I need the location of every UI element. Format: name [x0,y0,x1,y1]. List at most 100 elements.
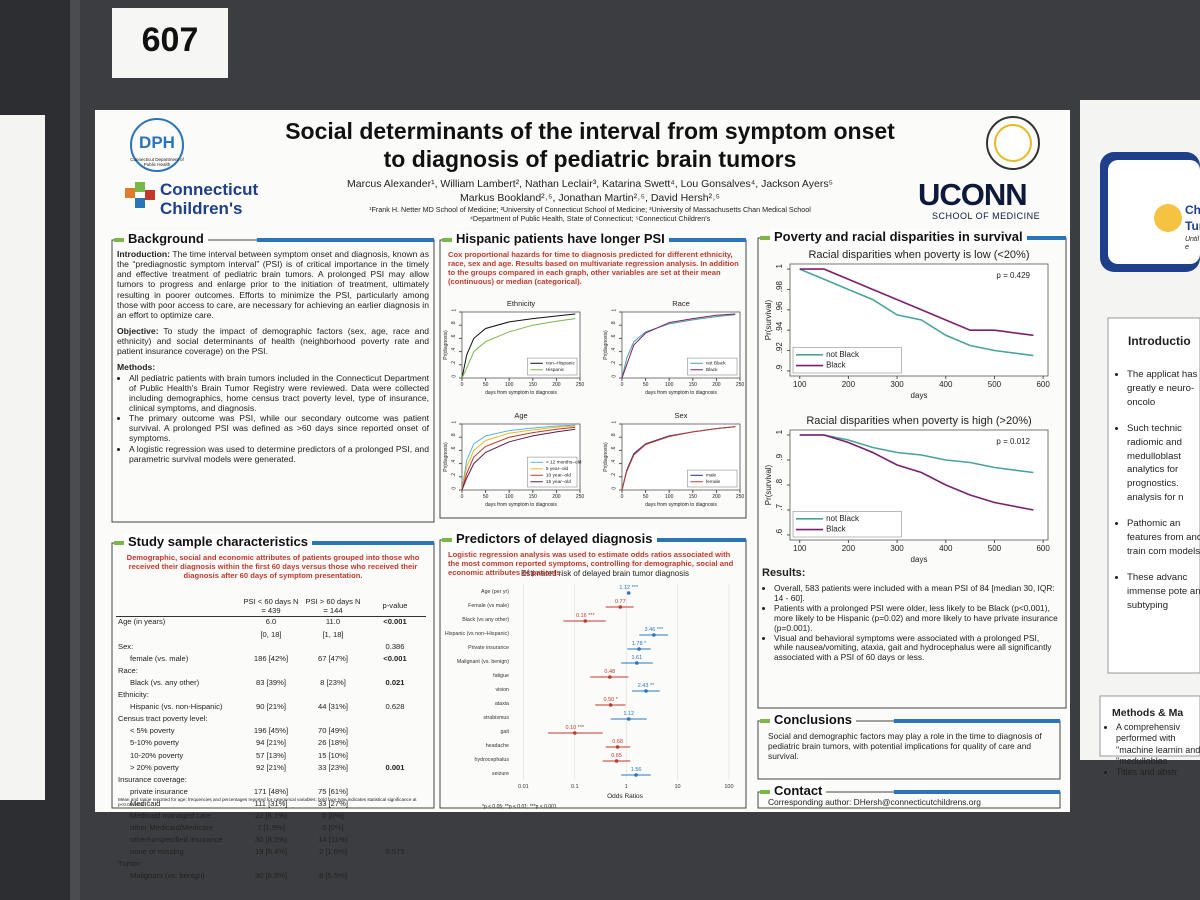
table-cell [240,689,302,701]
value-label: 0.77 [615,599,626,605]
authors: Marcus Alexander¹, William Lambert², Nat… [347,178,833,190]
heading-accent [760,719,770,723]
result-item: Visual and behavioral symptoms were asso… [774,633,1058,664]
y-tick-label: .6 [451,446,457,450]
table-cell: 0.001 [385,762,405,772]
legend-label: 5 year–old [546,466,569,472]
table-row: Race: [116,665,426,677]
neighbor-intro-item: Such technic radiomic and medulloblast a… [1127,422,1200,505]
y-tick-label: .92 [775,342,784,354]
y-tick-label: .4 [611,460,617,464]
section-heading: Study sample characteristics [124,534,312,549]
table-row: 5-10% poverty 94 [21%] 26 [18%] [116,738,426,750]
neighbor-intro-item: The applicat has greatly e neuro-oncolo [1127,368,1200,410]
legend-box [792,511,902,538]
result-item: Overall, 583 patients were included with… [774,583,1058,604]
ccmc-logo: Connecticut [160,180,259,199]
paragraph: Objective: To study the impact of demogr… [117,326,429,356]
ccmc-logo-square [125,188,135,198]
x-tick-label: 200 [842,544,856,553]
y-tick-label: .2 [451,361,457,365]
legend-label: Black [706,367,718,373]
table-cell: Insurance coverage: [118,774,187,784]
category-label: fatigue [493,673,509,679]
chart-title: Age [514,411,527,420]
category-label: gait [500,729,509,735]
board-number: 607 [141,21,199,59]
value-label: 0.48 [604,669,615,675]
value-label: 2.43 ** [638,683,655,689]
x-tick-label: 100 [665,382,674,388]
table-cell [364,835,426,847]
chart-title: Race [672,299,690,308]
table-cell: [1, 18] [322,629,344,639]
uconn-logo-sub: SCHOOL OF MEDICINE [932,211,1041,221]
odds-ratio-point [572,731,577,735]
section-heading: Background [124,231,208,246]
x-axis-label: days from symptom to diagnosis [485,390,557,396]
label: Methods: [117,362,156,373]
methods-item-list: All pediatric patients with brain tumors… [117,373,429,464]
odds-ratio-point [608,703,613,707]
y-tick-label: 0 [451,375,457,378]
x-tick-label: 0 [461,382,464,388]
result-item: Patients with a prolonged PSI were older… [774,603,1058,634]
table-cell: Census tract poverty level: [118,714,208,724]
series-line [799,268,1034,357]
table-cell: 171 [48%] [253,786,289,796]
odds-ratio-point [634,773,638,777]
table-cell [364,823,426,835]
x-tick-label: 150 [529,382,538,388]
poster-title: Social determinants of the interval from… [285,118,895,144]
series-line [461,424,576,491]
table-cell: 30 [8.3%] [254,835,288,845]
ccmc-logo-square [145,190,155,200]
x-tick-label: 500 [988,544,1002,553]
odds-ratio-point [607,675,612,679]
table-cell: 90 [21%] [256,702,286,712]
neighbor-title: Until e [1185,236,1200,252]
x-tick-label: 500 [988,380,1002,389]
x-tick-label: 200 [712,382,721,388]
x-tick-label: 250 [736,382,745,388]
y-tick-label: .9 [775,453,784,460]
y-tick-label: 1 [775,429,784,434]
legend-box [527,357,578,376]
table-cell: private insurance [130,786,188,796]
odds-ratio-point [626,717,631,721]
table-cell: 6.0 [265,617,277,627]
y-tick-label: .6 [611,446,617,450]
ccmc-logo: Children's [160,199,243,218]
ccmc-logo-square [135,198,145,208]
x-tick-label: 0 [621,382,624,388]
odds-ratio-point [618,605,623,609]
annotation: p = 0.012 [996,437,1030,446]
y-tick-label: .2 [611,361,617,365]
neighbor-intro-item-list: The applicat has greatly e neuro-oncolo S… [1115,368,1200,613]
neighbor-intro-item: Pathomic an features from and train com … [1127,517,1200,559]
x-tick-label: 150 [689,494,698,500]
label: Introduction: [117,249,170,259]
legend-label: not Black [826,514,860,523]
table-cell [364,810,426,822]
y-axis-label: Pr(diagnosis) [603,330,609,360]
table-cell: PSI < 60 days N = 439 [240,597,302,617]
number-card [112,8,228,78]
table-cell [302,859,364,871]
legend-label: 15 year–old [546,479,571,485]
category-label: Black (vs any other) [462,617,509,623]
y-tick-label: .6 [611,334,617,338]
x-tick-label: 50 [643,494,649,500]
y-tick-label: .6 [451,334,457,338]
ccmc-logo-square [135,182,145,192]
table-cell: 33 [23%] [318,762,348,772]
table-row: Medicaid managed care 22 [6.1%] 0 [0%] [116,810,426,822]
y-tick-label: .9 [775,364,784,371]
x-axis-label: days from symptom to diagnosis [645,502,717,508]
table-cell: 83 [39%] [256,677,286,687]
x-axis-label: days [911,391,928,400]
x-tick-label: 250 [576,382,585,388]
y-tick-label: .7 [775,503,784,510]
footnote: *p < 0.05; **p < 0.01; ***p < 0.001 [482,804,557,810]
table-cell: 8 [5.5%] [319,871,347,881]
